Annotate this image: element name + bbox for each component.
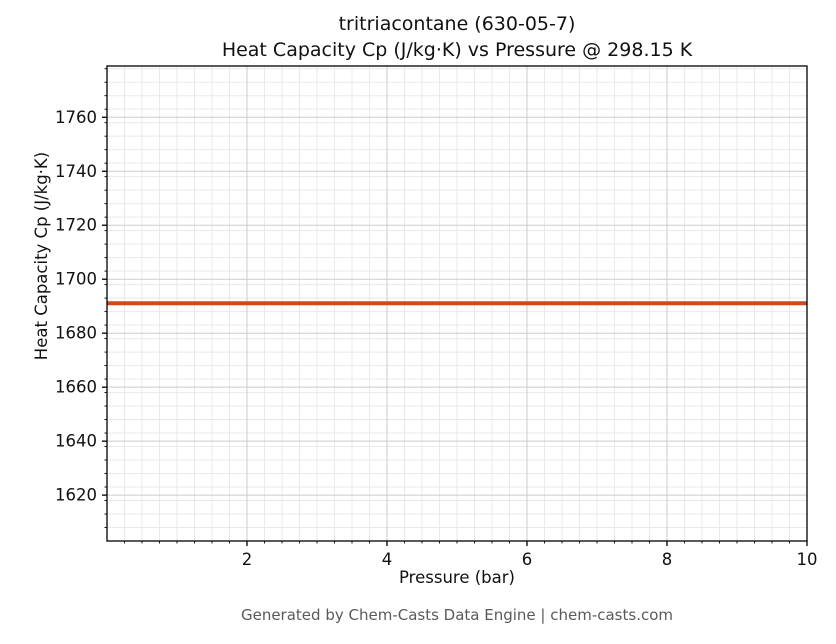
y-axis-label: Heat Capacity Cp (J/kg·K) [32,151,51,361]
y-tick-label: 1740 [55,162,97,181]
x-tick-label: 8 [662,550,673,569]
x-axis-label: Pressure (bar) [399,568,515,587]
y-tick-label: 1620 [55,486,97,505]
y-tick-label: 1660 [55,378,97,397]
chart-subtitle: Heat Capacity Cp (J/kg·K) vs Pressure @ … [221,38,693,61]
footer-text: Generated by Chem-Casts Data Engine | ch… [240,606,674,624]
y-tick-label: 1720 [55,216,97,235]
x-tick-label: 2 [242,550,253,569]
x-tick-label: 10 [797,550,818,569]
plot-border [106,65,808,542]
chart-title: tritriacontane (630-05-7) [338,13,576,35]
y-tick-label: 1680 [55,324,97,343]
y-tick-label: 1640 [55,432,97,451]
y-tick-label: 1760 [55,108,97,127]
x-tick-label: 4 [382,550,393,569]
chart-title-block: tritriacontane (630-05-7) Heat Capacity … [107,12,807,63]
y-tick-label: 1700 [55,270,97,289]
x-tick-label: 6 [522,550,533,569]
